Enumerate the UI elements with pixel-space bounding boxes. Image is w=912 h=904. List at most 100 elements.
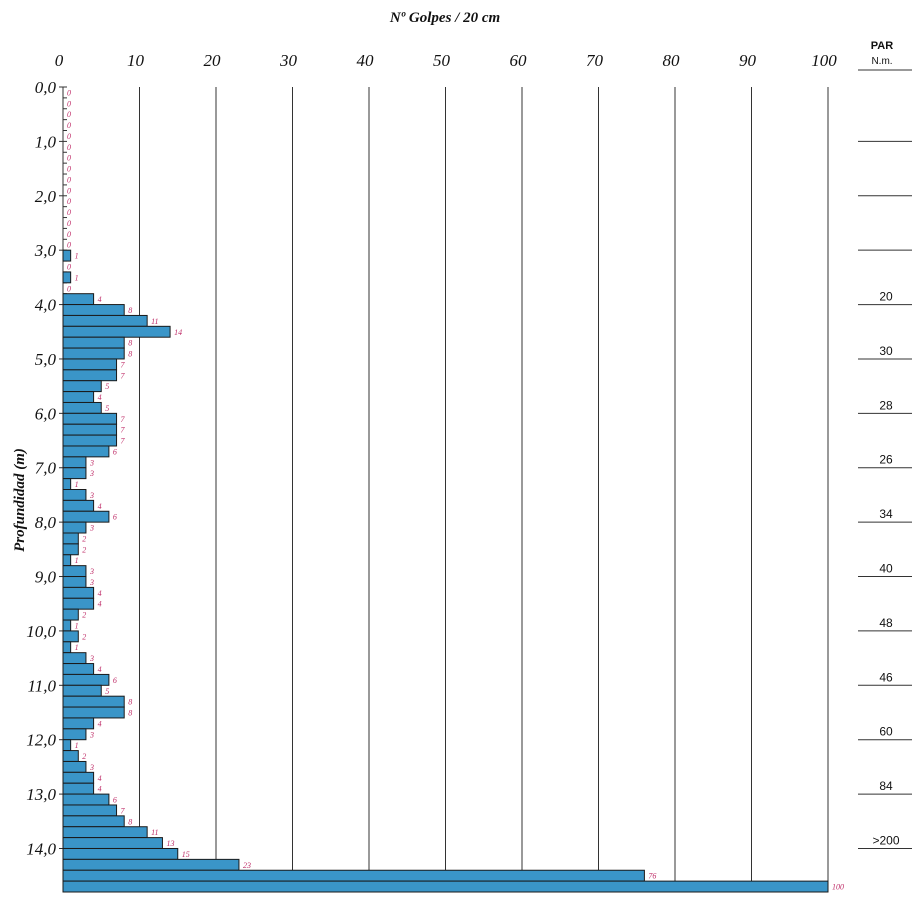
bar-value-label: 0: [67, 208, 71, 217]
bar-value-label: 15: [182, 850, 190, 859]
depth-bar: [62, 554, 72, 567]
bar-value-label: 2: [82, 632, 86, 641]
value-labels: 0000000000000001010481114887754577763313…: [67, 88, 844, 891]
bar-value-label: 4: [98, 774, 102, 783]
depth-bar: [62, 423, 118, 436]
chart-title: Nº Golpes / 20 cm: [389, 10, 500, 26]
depth-bar: [62, 391, 95, 403]
bar-value-label: 1: [75, 480, 79, 489]
y-tick-label: 14,0: [26, 839, 56, 858]
bar-value-label: 6: [113, 513, 117, 522]
par-subheader: N.m.: [871, 56, 892, 67]
bar-value-label: 76: [648, 872, 656, 881]
depth-bar: [62, 826, 148, 839]
bars: [62, 249, 829, 893]
depth-bar: [62, 771, 95, 784]
bar-value-label: 7: [121, 426, 126, 435]
depth-bar: [62, 380, 102, 393]
bar-value-label: 4: [98, 295, 102, 304]
bar-value-label: 2: [82, 545, 86, 554]
par-panel: PAR N.m. 20 30 28 26 34 40 48 46 60 84 >200: [858, 40, 912, 849]
depth-bar: [62, 543, 79, 556]
bar-value-label: 4: [98, 665, 102, 674]
bar-value-label: 2: [82, 752, 86, 761]
bar-value-label: 8: [128, 306, 132, 315]
depth-bar: [62, 760, 87, 773]
x-tick-label: 40: [357, 51, 375, 70]
y-tick-label: 1,0: [35, 132, 57, 151]
depth-bar: [62, 304, 125, 316]
bar-value-label: 0: [67, 154, 71, 163]
bar-value-label: 3: [89, 491, 94, 500]
bar-value-label: 5: [105, 382, 109, 391]
depth-bar: [62, 739, 72, 752]
grid: [59, 86, 829, 893]
y-tick-label: 5,0: [35, 350, 57, 369]
x-tick-labels: 0 10 20 30 40 50 60 70 80 90 100: [55, 51, 838, 70]
depth-bar: [62, 837, 163, 849]
x-tick-label: 100: [811, 51, 837, 70]
bar-value-label: 6: [113, 447, 117, 456]
bar-value-label: 8: [128, 817, 132, 826]
bar-value-label: 0: [67, 165, 71, 174]
x-tick-label: 10: [127, 51, 145, 70]
depth-bar: [62, 576, 87, 588]
x-tick-label: 80: [663, 51, 681, 70]
x-tick-label: 0: [55, 51, 64, 70]
bar-value-label: 0: [67, 284, 71, 293]
bar-value-label: 7: [121, 415, 126, 424]
bar-value-label: 1: [75, 556, 79, 565]
y-tick-label: 10,0: [26, 622, 56, 641]
depth-bar: [62, 358, 118, 371]
depth-bar: [62, 793, 110, 806]
bar-value-label: 5: [105, 404, 109, 413]
par-value: 84: [879, 779, 893, 793]
bar-value-label: 4: [98, 600, 102, 609]
depth-bar: [62, 652, 87, 665]
bar-value-label: 8: [128, 709, 132, 718]
y-tick-label: 11,0: [28, 676, 57, 695]
par-value: 60: [879, 725, 893, 739]
depth-bar: [62, 369, 118, 382]
depth-bar: [62, 478, 72, 490]
bar-value-label: 1: [75, 252, 79, 261]
depth-bar: [62, 521, 87, 534]
par-value: 34: [879, 507, 893, 521]
y-tick-label: 2,0: [35, 187, 57, 206]
bar-value-label: 6: [113, 676, 117, 685]
bar-value-label: 0: [67, 99, 71, 108]
x-tick-label: 30: [279, 51, 298, 70]
depth-bar: [62, 597, 95, 610]
par-value: >200: [872, 833, 899, 847]
depth-bar: [62, 499, 95, 512]
bar-value-label: 7: [121, 806, 126, 815]
bar-value-label: 3: [89, 654, 94, 663]
bar-value-label: 3: [89, 469, 94, 478]
x-tick-label: 90: [739, 51, 757, 70]
depth-bar: [62, 434, 118, 447]
bar-value-label: 0: [67, 110, 71, 119]
depth-bar: [62, 673, 110, 686]
bar-value-label: 5: [105, 687, 109, 696]
depth-bar: [62, 619, 72, 632]
depth-bar: [62, 445, 110, 458]
y-tick-label: 7,0: [35, 459, 57, 478]
depth-bar: [62, 293, 95, 306]
depth-bar: [62, 608, 79, 621]
depth-bar: [62, 804, 118, 817]
x-tick-label: 70: [586, 51, 604, 70]
bar-value-label: 7: [121, 371, 126, 380]
depth-bar: [62, 717, 95, 730]
bar-value-label: 0: [67, 143, 71, 152]
bar-value-label: 0: [67, 197, 71, 206]
bar-value-label: 8: [128, 339, 132, 348]
depth-bar: [62, 880, 829, 893]
bar-value-label: 3: [89, 578, 94, 587]
y-tick-label: 4,0: [35, 296, 57, 315]
depth-bar: [62, 706, 125, 719]
bar-value-label: 14: [174, 328, 182, 337]
bar-value-label: 4: [98, 393, 102, 402]
bar-value-label: 3: [89, 458, 94, 467]
bar-value-label: 3: [89, 524, 94, 533]
